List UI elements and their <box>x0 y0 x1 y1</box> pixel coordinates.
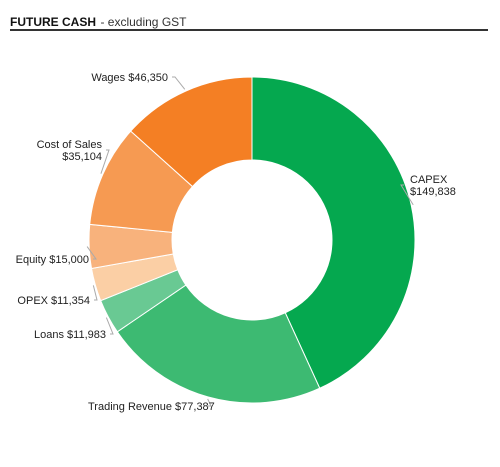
label-capex-name: CAPEX <box>410 174 448 186</box>
leader-loans <box>105 317 114 335</box>
leader-equity <box>86 246 97 260</box>
leader-capex <box>400 184 414 206</box>
label-capex: CAPEX $149,838 <box>410 174 456 198</box>
leader-cost-of-sales <box>100 149 110 174</box>
label-wages: Wages $46,350 <box>91 72 168 84</box>
label-capex-value: $149,838 <box>410 186 456 198</box>
label-cost-of-sales-value: $35,104 <box>62 151 102 163</box>
chart-subtitle: - excluding GST <box>100 15 187 29</box>
label-leaders <box>86 76 414 407</box>
label-cost-of-sales-name: Cost of Sales <box>37 139 103 151</box>
slice-capex[interactable] <box>251 76 416 389</box>
leader-opex <box>92 285 98 301</box>
leader-trading-revenue <box>207 398 212 407</box>
leader-wages <box>172 76 186 90</box>
slice-wages[interactable] <box>130 76 253 188</box>
label-equity: Equity $15,000 <box>16 254 89 266</box>
label-opex: OPEX $11,354 <box>17 295 90 307</box>
chart-header: FUTURE CASH - excluding GST <box>10 13 488 31</box>
label-cost-of-sales: Cost of Sales $35,104 <box>37 139 103 163</box>
chart-title: FUTURE CASH <box>10 15 96 29</box>
slice-labels: CAPEX $149,838 Trading Revenue $77,387 Loan… <box>16 72 456 413</box>
donut-slices <box>88 76 416 404</box>
slice-trading-revenue[interactable] <box>116 284 321 404</box>
label-trading-revenue: Trading Revenue $77,387 <box>88 401 215 413</box>
label-loans: Loans $11,983 <box>34 329 106 341</box>
